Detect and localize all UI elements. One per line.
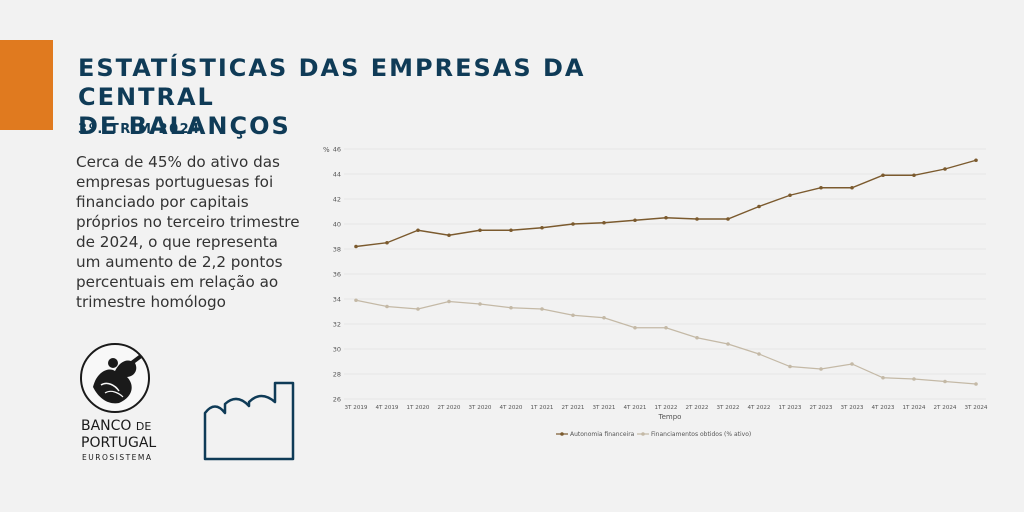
legend-label: Autonomia financeira <box>570 431 635 438</box>
legend-marker <box>641 432 645 436</box>
data-point <box>540 225 544 230</box>
data-point <box>943 167 947 171</box>
data-point <box>788 193 792 198</box>
x-tick-label: 4T 2020 <box>500 405 523 411</box>
data-point <box>757 204 761 209</box>
logo-eurosistema: EUROSISTEMA <box>82 453 153 462</box>
x-tick-label: 4T 2022 <box>748 405 771 411</box>
data-point <box>881 375 885 380</box>
data-point <box>881 173 885 178</box>
x-tick-label: 3T 2024 <box>965 405 988 411</box>
logo-wordmark: BANCO DE PORTUGAL <box>81 418 156 452</box>
x-tick-label: 2T 2020 <box>438 405 461 411</box>
x-tick-label: 3T 2022 <box>717 405 740 411</box>
data-point <box>912 173 916 178</box>
banco-de-portugal-logo <box>80 343 150 413</box>
data-point <box>540 307 544 311</box>
data-point <box>943 379 947 384</box>
x-tick-label: 1T 2021 <box>531 405 554 411</box>
x-tick-label: 4T 2019 <box>376 405 399 411</box>
data-point <box>819 185 823 190</box>
data-point <box>757 352 761 356</box>
logo-name-de: DE <box>135 420 152 433</box>
x-tick-label: 1T 2022 <box>655 405 678 411</box>
data-point <box>633 218 637 223</box>
data-point <box>571 222 575 226</box>
y-tick-label: 34 <box>333 296 341 304</box>
data-point <box>602 220 606 225</box>
x-tick-label: 2T 2024 <box>934 405 957 411</box>
data-point <box>912 377 916 381</box>
y-tick-label: 46 <box>333 146 341 154</box>
period-subtitle: 3º. TRIM 2024 <box>78 122 201 137</box>
data-point <box>788 364 792 369</box>
data-point <box>726 342 730 346</box>
y-tick-label: 42 <box>333 196 341 204</box>
data-point <box>416 228 420 233</box>
data-point <box>850 185 854 190</box>
x-tick-label: 2T 2023 <box>810 405 833 411</box>
x-tick-label: 3T 2021 <box>593 405 616 411</box>
data-point <box>416 307 420 311</box>
x-tick-label: 3T 2019 <box>345 405 368 411</box>
title-line-2: DE BALANÇOS <box>78 112 291 140</box>
data-point <box>447 299 451 304</box>
data-point <box>571 313 575 318</box>
x-axis-label: Tempo <box>658 413 682 421</box>
data-point <box>354 244 358 249</box>
data-point <box>695 335 699 340</box>
legend-marker <box>560 432 564 436</box>
data-point <box>509 305 513 310</box>
data-point <box>695 217 699 221</box>
y-tick-label: 40 <box>333 221 341 229</box>
data-point <box>478 302 482 306</box>
factory-icon <box>203 381 295 461</box>
data-point <box>633 325 637 330</box>
series-line-2 <box>355 299 977 385</box>
data-point <box>385 240 389 245</box>
y-tick-label: 26 <box>333 396 341 404</box>
logo-name-portugal: PORTUGAL <box>81 435 157 451</box>
data-point <box>447 233 451 238</box>
data-point <box>850 362 854 366</box>
x-tick-label: 1T 2020 <box>407 405 430 411</box>
y-tick-label: 32 <box>333 321 341 329</box>
data-point <box>819 367 823 371</box>
data-point <box>664 325 668 330</box>
x-tick-label: 4T 2021 <box>624 405 647 411</box>
data-point <box>354 298 358 303</box>
data-point <box>602 315 606 320</box>
x-tick-label: 1T 2023 <box>779 405 802 411</box>
data-point <box>974 382 978 386</box>
data-point <box>478 228 482 233</box>
y-tick-label: 36 <box>333 271 341 279</box>
logo-name-banco: BANCO <box>81 418 132 434</box>
x-tick-label: 3T 2023 <box>841 405 864 411</box>
page-title: ESTATÍSTICAS DAS EMPRESAS DA CENTRAL DE … <box>78 54 718 141</box>
y-axis-label: % <box>323 146 330 154</box>
title-line-1: ESTATÍSTICAS DAS EMPRESAS DA CENTRAL <box>78 54 586 111</box>
data-point <box>726 217 730 221</box>
y-tick-label: 28 <box>333 371 341 379</box>
accent-bar <box>0 40 53 130</box>
data-point <box>974 158 978 163</box>
data-point <box>385 304 389 309</box>
y-tick-label: 30 <box>333 346 341 354</box>
x-tick-label: 4T 2023 <box>872 405 895 411</box>
legend-label: Financiamentos obtidos (% ativo) <box>651 431 751 438</box>
x-tick-label: 3T 2020 <box>469 405 492 411</box>
data-point <box>509 228 513 233</box>
x-tick-label: 2T 2021 <box>562 405 585 411</box>
summary-text: Cerca de 45% do ativo das empresas portu… <box>76 153 300 311</box>
y-tick-label: 38 <box>333 246 341 254</box>
x-tick-label: 2T 2022 <box>686 405 709 411</box>
line-chart: 26 28 30 32 34 36 38 40 42 44 46 3T 2019 4T 2019 1T … <box>323 146 988 439</box>
x-tick-label: 1T 2024 <box>903 405 926 411</box>
data-point <box>664 215 668 220</box>
y-tick-label: 44 <box>333 171 341 179</box>
